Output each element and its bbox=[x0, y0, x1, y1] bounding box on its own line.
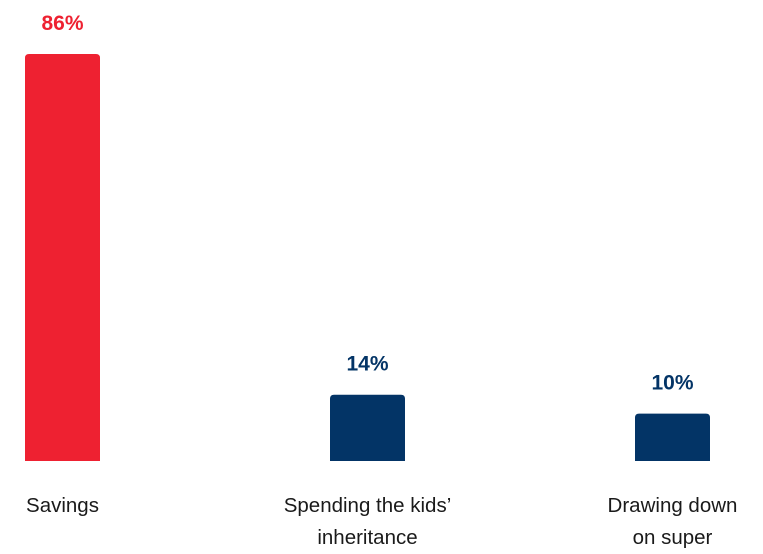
bar-2 bbox=[635, 413, 710, 461]
category-label-1-line-1: inheritance bbox=[317, 526, 417, 549]
category-label-2-line-1: on super bbox=[633, 526, 713, 549]
bar-0 bbox=[25, 54, 100, 461]
category-label-2-line-0: Drawing down bbox=[608, 494, 738, 517]
value-label-1: 14% bbox=[346, 353, 388, 376]
value-labels-group: 86% 14% 10% bbox=[41, 12, 693, 395]
value-label-2: 10% bbox=[651, 372, 693, 395]
value-label-0: 86% bbox=[41, 12, 83, 35]
bar-1 bbox=[330, 394, 405, 461]
category-labels-group: Savings Spending the kids’ inheritance Draw… bbox=[26, 494, 737, 549]
category-label-0-line-0: Savings bbox=[26, 494, 99, 517]
category-label-1-line-0: Spending the kids’ bbox=[284, 494, 452, 517]
bars-group bbox=[25, 54, 710, 461]
